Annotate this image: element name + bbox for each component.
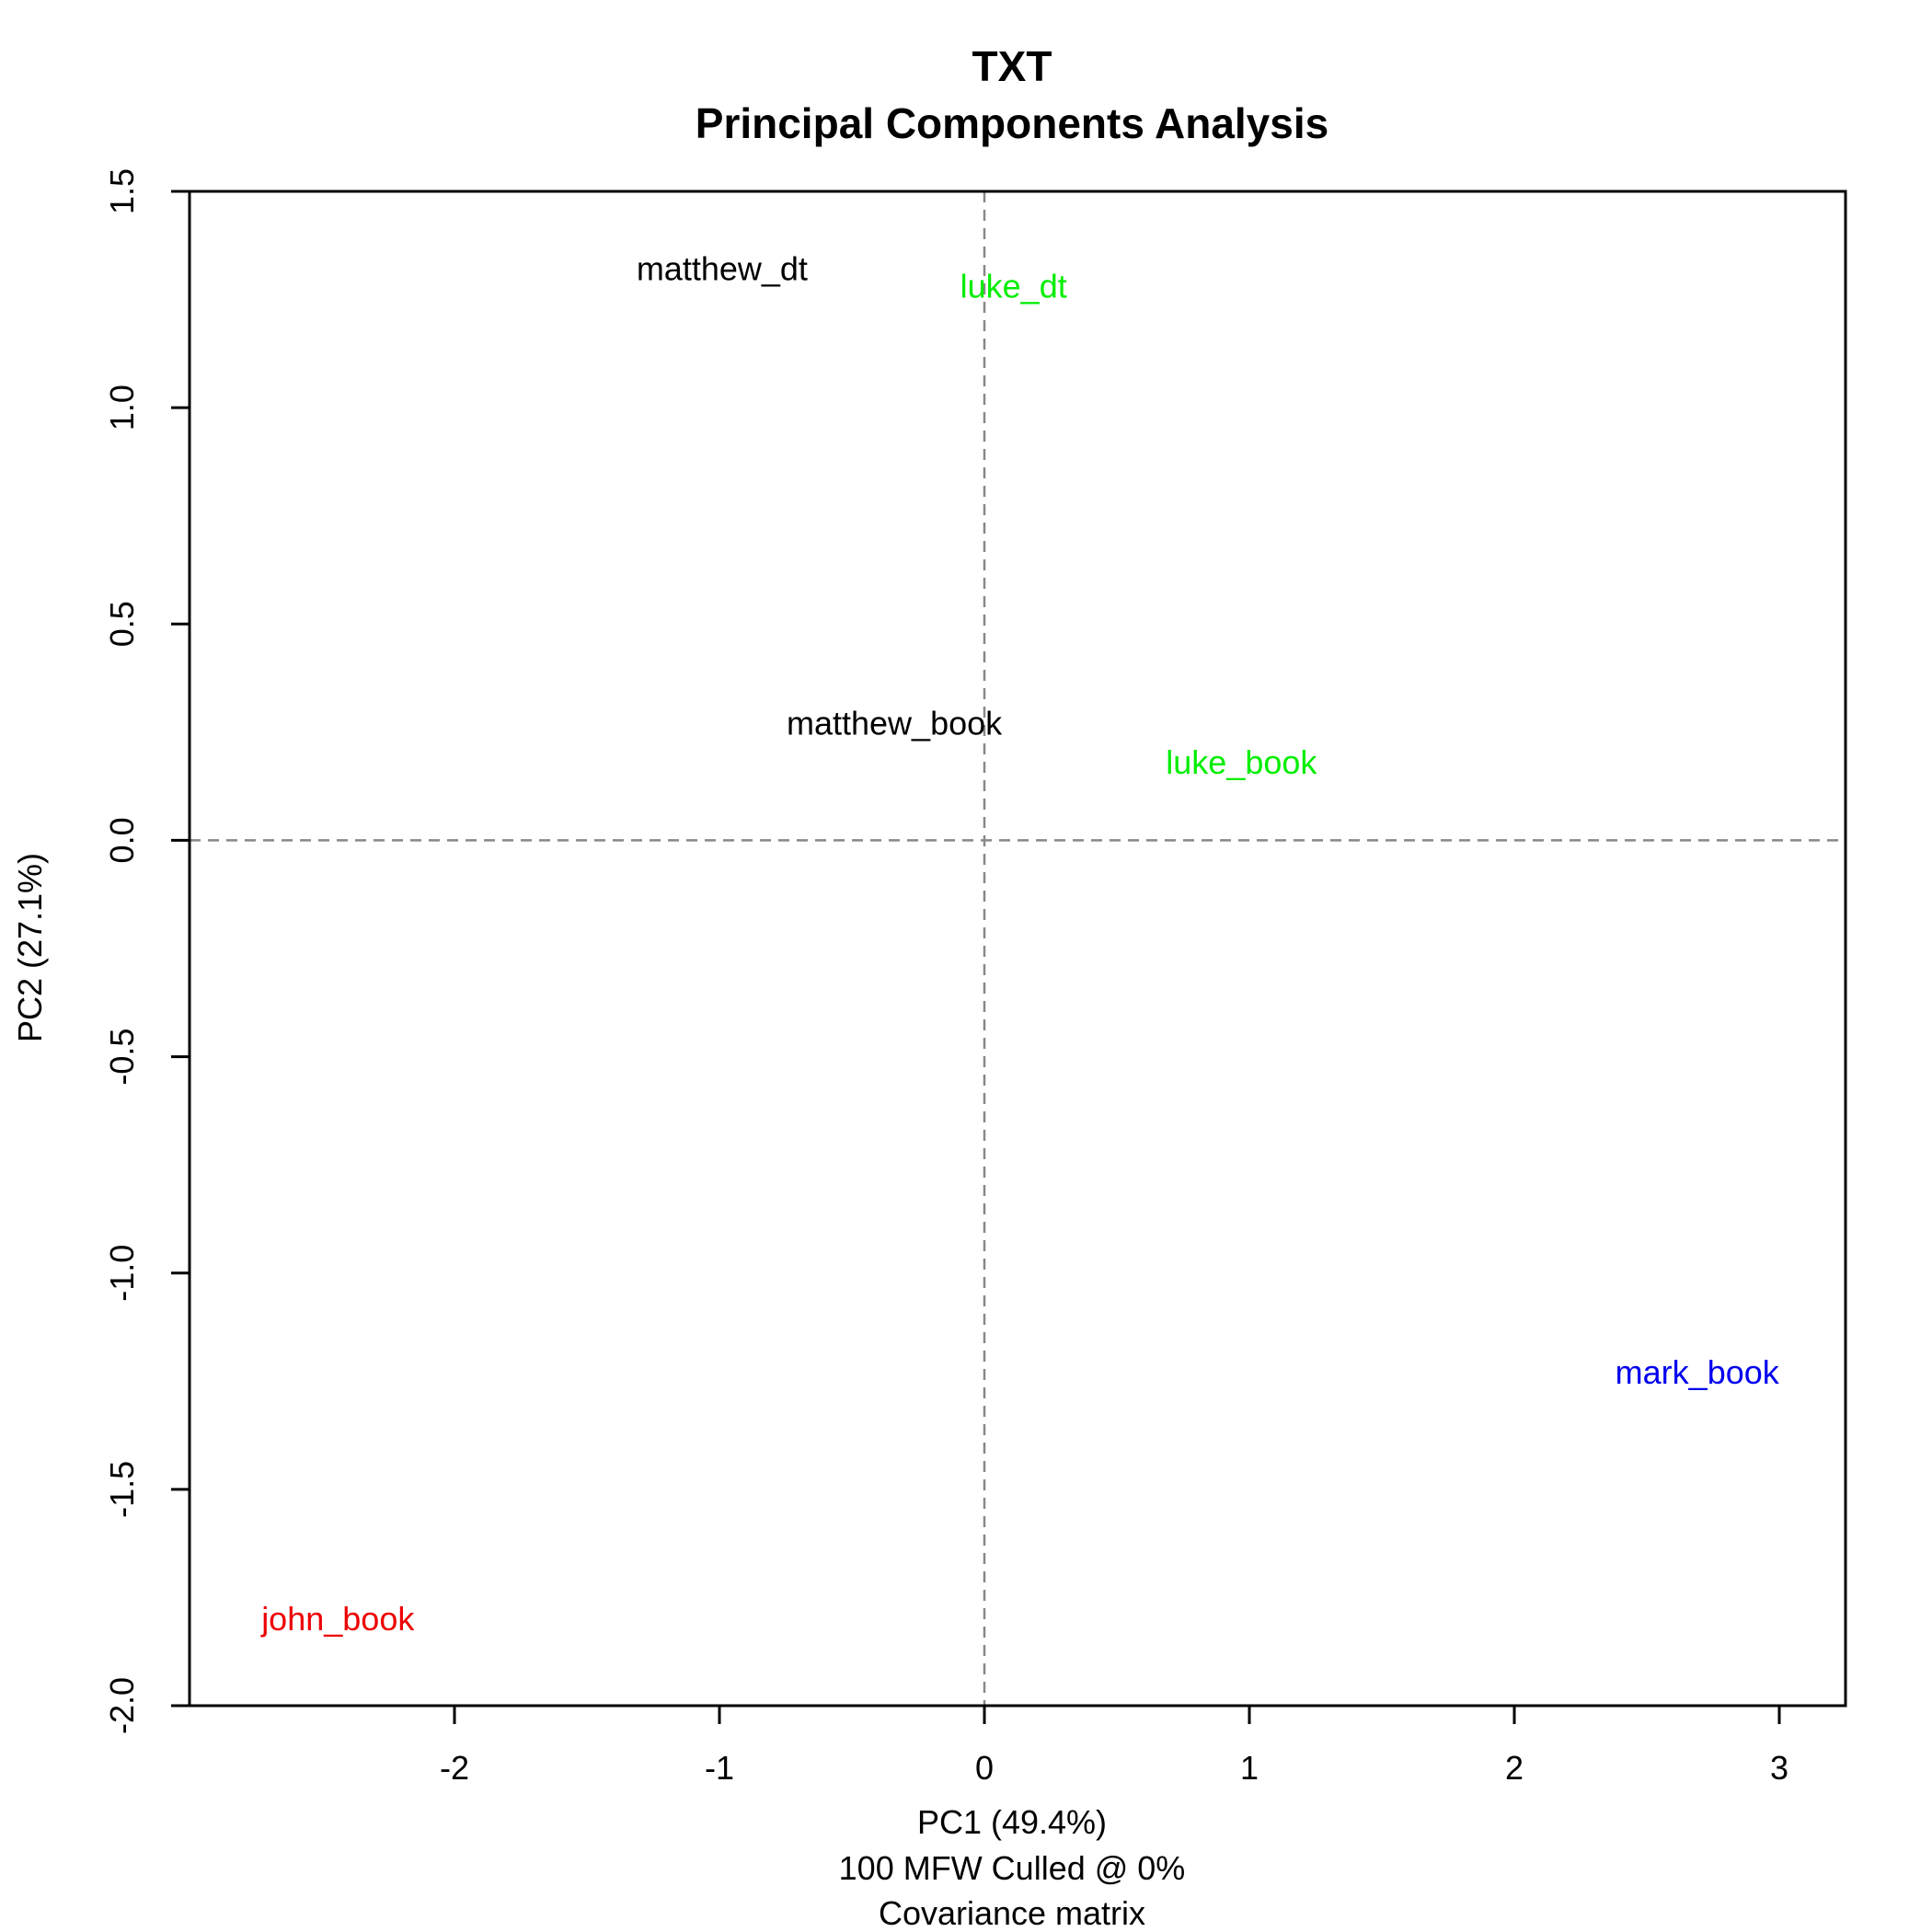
y-axis: -2.0 -1.5 -1.0 -0.5 0.0 0.5 1.0 1.5 <box>103 168 190 1734</box>
x-tick-label: -1 <box>705 1749 734 1787</box>
x-tick-label: 0 <box>975 1749 994 1787</box>
chart-title: TXT <box>972 42 1052 90</box>
point-label-matthew-dt: matthew_dt <box>637 250 808 288</box>
point-label-luke-book: luke_book <box>1166 743 1317 781</box>
x-tick-label: 2 <box>1505 1749 1524 1787</box>
y-tick-label: -1.5 <box>103 1461 141 1518</box>
y-tick-label: -2.0 <box>103 1677 141 1734</box>
x-tick-label: 3 <box>1770 1749 1788 1787</box>
data-points: matthew_dt luke_dt matthew_book luke_bookma… <box>260 250 1780 1638</box>
y-axis-label: PC2 (27.1%) <box>11 853 49 1042</box>
point-label-john-book: john_book <box>260 1600 415 1638</box>
point-label-luke-dt: luke_dt <box>960 267 1067 305</box>
y-tick-label: -0.5 <box>103 1029 141 1086</box>
y-tick-label: 0.5 <box>103 601 141 647</box>
y-tick-label: -1.0 <box>103 1245 141 1302</box>
y-tick-label: 0.0 <box>103 817 141 863</box>
x-axis-note-matrix: Covariance matrix <box>879 1894 1145 1932</box>
x-tick-label: -2 <box>440 1749 469 1787</box>
x-tick-label: 1 <box>1240 1749 1259 1787</box>
y-tick-label: 1.0 <box>103 385 141 431</box>
point-label-mark-book: mark_book <box>1616 1353 1780 1391</box>
point-label-matthew-book: matthew_book <box>787 704 1003 742</box>
x-axis-note-mfw: 100 MFW Culled @ 0% <box>839 1849 1186 1887</box>
chart-subtitle: Principal Components Analysis <box>696 99 1328 147</box>
reference-lines <box>190 191 1846 1706</box>
x-axis: -2 -1 0 1 2 3 <box>440 1706 1788 1787</box>
plot-frame <box>188 190 1847 1708</box>
y-tick-label: 1.5 <box>103 168 141 214</box>
x-axis-label: PC1 (49.4%) <box>917 1803 1107 1841</box>
